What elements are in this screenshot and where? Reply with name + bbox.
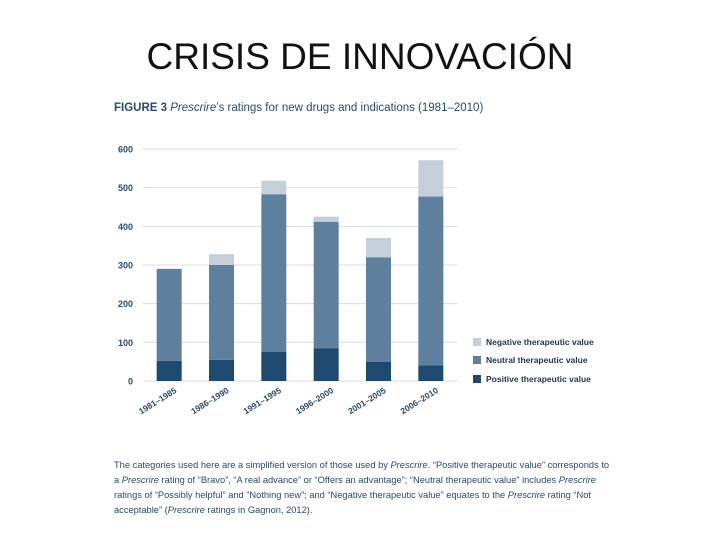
x-tick-label: 1996–2000 — [294, 385, 336, 416]
bar-segment-neutral — [366, 257, 391, 362]
bar-segment-positive — [313, 348, 339, 381]
figure-label: FIGURE 3 — [114, 102, 168, 114]
bar-segment-negative — [261, 180, 287, 195]
caption-text-6: Prescrire — [558, 475, 596, 485]
caption-text-2: Prescrire — [390, 460, 428, 470]
caption-text-7: ratings of “Possibly helpful” and “Nothi… — [114, 490, 508, 500]
bar-segment-negative — [313, 216, 339, 222]
x-axis-ticks: 1981–1985 1986–1990 1991–1995 1996–2000 2001… — [137, 385, 440, 416]
caption-text-5: rating of “Bravo”, “A real advance” or “… — [158, 475, 559, 485]
bar-segment-negative — [366, 237, 391, 258]
caption-text-3: . “Positive therapeutic value” correspon… — [114, 460, 610, 485]
bar-segment-positive — [156, 360, 182, 381]
y-tick-label: 0 — [128, 377, 133, 387]
caption-text-4: Prescrire — [121, 475, 159, 485]
bar-segment-positive — [209, 359, 234, 381]
caption-text-1: The categories used here are a simplifie… — [114, 460, 391, 470]
x-tick-label: 2006–2010 — [399, 385, 441, 416]
bars — [156, 160, 444, 381]
legend: Negative therapeutic value Neutral therap… — [473, 337, 594, 384]
figure-title: FIGURE 3 Prescrire’s ratings for new dru… — [114, 102, 483, 114]
legend-label: Neutral therapeutic value — [486, 355, 588, 365]
y-tick-label: 200 — [118, 299, 133, 309]
figure-title-italic: Prescrire — [170, 102, 217, 114]
gridlines — [143, 148, 457, 382]
figure-caption: The categories used here are a simplifie… — [114, 458, 614, 518]
caption-text-8: Prescrire — [507, 490, 545, 500]
figure-title-rest: ’s ratings for new drugs and indications… — [216, 102, 484, 114]
x-tick-label: 1991–1995 — [242, 385, 284, 416]
bar-segment-positive — [261, 352, 287, 381]
legend-label: Negative therapeutic value — [486, 337, 594, 347]
bar-segment-negative — [209, 254, 234, 265]
bar-segment-neutral — [156, 268, 182, 361]
bar-segment-neutral — [418, 196, 444, 366]
x-tick-label: 2001–2005 — [346, 385, 388, 416]
bar-segment-neutral — [313, 221, 339, 349]
bar-segment-negative — [418, 160, 444, 197]
bar-segment-neutral — [261, 194, 287, 352]
caption-text-11: ratings in Gagnon, 2012). — [204, 505, 313, 515]
y-tick-label: 300 — [118, 261, 133, 271]
bar-segment-positive — [418, 365, 444, 381]
legend-label: Positive therapeutic value — [486, 374, 591, 384]
caption-text-9: rating “Not acceptable” ( — [114, 490, 591, 515]
y-tick-label: 600 — [118, 145, 133, 155]
legend-swatch — [473, 375, 481, 383]
x-tick-label: 1981–1985 — [137, 385, 179, 416]
bar-segment-positive — [366, 361, 391, 381]
y-tick-label: 500 — [118, 183, 133, 193]
legend-swatch — [473, 338, 481, 346]
y-axis-ticks: 0 100 200 300 400 500 600 — [118, 145, 133, 387]
slide-title: CRISIS DE INNOVACIÓN — [146, 36, 574, 77]
bar-segment-neutral — [209, 265, 234, 360]
legend-swatch — [473, 356, 481, 364]
caption-text-10: Prescrire — [167, 505, 205, 515]
y-tick-label: 100 — [118, 338, 133, 348]
x-tick-label: 1986–1990 — [189, 385, 231, 416]
y-tick-label: 400 — [118, 222, 133, 232]
